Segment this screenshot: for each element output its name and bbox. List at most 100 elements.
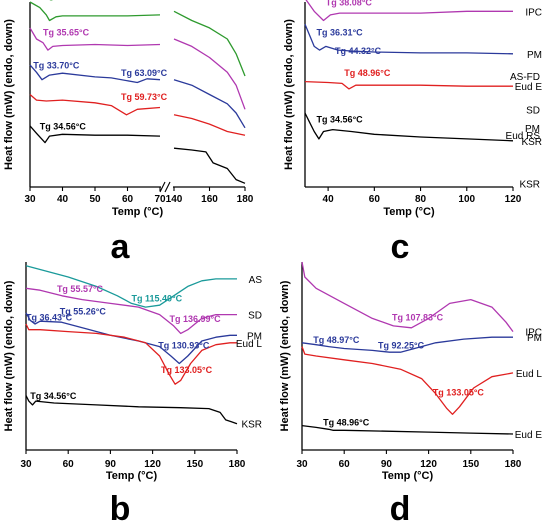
x-tick-label: 60 [369, 194, 381, 205]
series-line [304, 80, 513, 90]
tg-annotation: Tg 36.31°C [317, 27, 364, 37]
series-label: Eud E [515, 82, 543, 93]
series-line [29, 1, 246, 77]
series-line [29, 27, 246, 110]
tg-annotation: Tg 34.56°C [40, 122, 87, 132]
series-line [25, 312, 237, 365]
y-axis-title: Heat flow (mW) (endo, down) [279, 280, 291, 431]
x-axis-title: Temp (°C) [382, 470, 434, 482]
tg-annotation: Tg 55.26°C [60, 307, 107, 317]
x-axis-title: Temp (°C) [383, 206, 435, 218]
series-line [25, 265, 237, 308]
tg-annotation: Tg 34.56°C [30, 391, 77, 401]
tg-annotation: Tg 107.83°C [392, 312, 444, 322]
panel-letter-b: b [110, 490, 131, 525]
x-tick-label: 60 [339, 459, 351, 470]
series-line [301, 261, 514, 332]
y-axis-title: Heat flow (mW) (endo, down) [3, 19, 15, 170]
series-line [301, 336, 513, 353]
series-line [305, 0, 513, 22]
tg-annotation: Tg 38.08°C [326, 0, 373, 8]
x-tick-label: 140 [166, 194, 183, 205]
series-label: KSR [241, 420, 262, 431]
x-tick-label: 180 [505, 459, 522, 470]
x-axis-title: Temp (°C) [106, 470, 158, 482]
tg-annotation: Tg 133.05°C [161, 365, 213, 375]
tg-annotation: Tg 44.32°C [335, 46, 382, 56]
series-label: Eud L [236, 339, 263, 350]
series-line [29, 94, 246, 136]
tg-annotation: Tg 36.43°C [26, 312, 73, 322]
tg-annotation: Tg 55.57°C [57, 284, 104, 294]
series-line [304, 112, 514, 142]
tg-annotation: Tg 33.70°C [33, 61, 80, 71]
tg-annotation: Tg 48.96°C [323, 418, 370, 428]
x-tick-label: 60 [122, 194, 134, 205]
x-tick-label: 50 [89, 194, 101, 205]
x-tick-label: 120 [144, 459, 161, 470]
x-tick-label: 70 [154, 194, 166, 205]
x-tick-label: 30 [296, 459, 308, 470]
series-line [301, 346, 514, 415]
y-axis-title: Heat flow (mW) (endo, down) [3, 280, 15, 431]
panel-letter-d: d [390, 490, 411, 525]
x-tick-label: 120 [505, 194, 522, 205]
x-tick-label: 180 [229, 459, 246, 470]
panel-letter-c: c [391, 228, 410, 266]
series-label: Eud L [516, 369, 543, 380]
x-tick-label: 180 [237, 194, 254, 205]
x-tick-label: 30 [24, 194, 36, 205]
tg-annotation: Tg 92.25°C [378, 340, 425, 350]
tg-annotation: Tg 48.97°C [313, 335, 360, 345]
x-tick-label: 100 [458, 194, 475, 205]
series-label: KSR [519, 179, 540, 190]
series-label: IPC [525, 7, 542, 18]
series-line [29, 64, 246, 129]
series-label: SD [248, 311, 262, 322]
x-tick-label: 150 [186, 459, 203, 470]
series-line [301, 424, 514, 435]
x-tick-label: 120 [420, 459, 437, 470]
series-line [304, 23, 514, 55]
series-line [29, 125, 246, 184]
series-label: SD [526, 105, 540, 116]
panel-d: d 30 60 90 120 150 180 Temp (°C) Heat flow (mW)… [279, 261, 543, 525]
axis-break-mark [164, 181, 171, 193]
panel-b: b 30 60 90 120 150 180 Temp (°C) Heat flow (mW)… [3, 262, 262, 525]
series-label: PM [247, 331, 262, 342]
tg-annotation: Tg 48.96°C [344, 68, 391, 78]
x-tick-label: 30 [20, 459, 32, 470]
x-tick-label: 80 [415, 194, 427, 205]
series-label: PM [527, 333, 542, 344]
x-tick-label: 90 [105, 459, 117, 470]
tg-annotation: Tg 133.05°C [433, 387, 485, 397]
axis-break-mark [159, 181, 166, 193]
series-label: Eud RS [506, 131, 541, 142]
x-tick-label: 90 [381, 459, 393, 470]
series-line [25, 395, 238, 425]
panel-c: c 40 60 80 100 120 Temp (°C) Heat flow (mW) (e… [283, 0, 542, 266]
series-label: PM [525, 124, 540, 135]
x-tick-label: 40 [57, 194, 69, 205]
x-tick-label: 60 [63, 459, 75, 470]
series-line [25, 287, 237, 335]
series-label: Eud E [515, 430, 543, 441]
tg-annotation: Tg 130.93°C [158, 340, 210, 350]
series-label: AS-FD [510, 72, 540, 83]
series-line [25, 323, 237, 385]
y-axis-title: Heat flow (mW) (endo, down) [283, 19, 295, 170]
tg-annotation: Tg 35.65°C [43, 27, 90, 37]
tg-annotation: Tg 115.40°C [132, 293, 183, 303]
x-tick-label: 40 [323, 194, 335, 205]
series-label: AS [249, 275, 263, 286]
tg-annotation: Tg 34.56°C [317, 114, 364, 124]
x-tick-label: 150 [462, 459, 479, 470]
x-tick-label: 160 [201, 194, 218, 205]
series-label: IPC [525, 328, 542, 339]
x-axis-title: Temp (°C) [112, 206, 164, 218]
panel-letter-a: a [111, 228, 131, 266]
tg-annotation: Tg 59.73°C [121, 92, 168, 102]
tg-annotation: Tg 63.09°C [121, 68, 168, 78]
panel-a: a 30 40 50 60 70 140 160 180 Temp (°C) Heat flow … [3, 0, 540, 266]
